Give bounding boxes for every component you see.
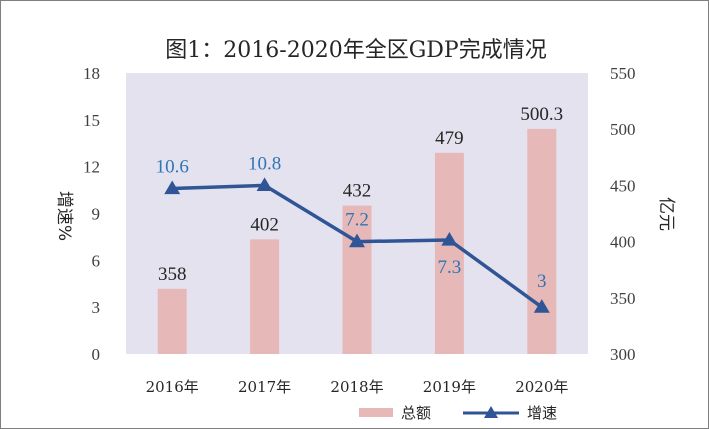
bar-label-1: 402: [250, 214, 279, 235]
legend-label-bar: 总额: [401, 404, 431, 422]
line-marker-4: [533, 299, 550, 313]
bar-2: [342, 205, 372, 354]
x-tick-4: 2020年: [515, 378, 568, 396]
bar-1: [250, 239, 280, 354]
line-marker-3: [441, 232, 458, 246]
x-tick-3: 2019年: [423, 378, 476, 396]
legend-label-line: 增速: [527, 404, 557, 422]
left-tick-6: 18: [83, 64, 100, 83]
line-label-2: 7.2: [345, 210, 369, 231]
line-marker-1: [256, 177, 273, 191]
right-axis-title: 亿元: [656, 197, 676, 231]
bar-3: [434, 152, 464, 354]
right-tick-3: 450: [610, 176, 636, 195]
bar-label-4: 500.3: [520, 104, 563, 125]
legend-swatch-bar: [359, 408, 393, 417]
line-label-0: 10.6: [156, 157, 189, 178]
right-tick-1: 350: [610, 289, 636, 308]
chart-title: 图1：2016-2020年全区GDP完成情况: [165, 38, 546, 63]
bar-4: [527, 128, 557, 354]
left-tick-3: 9: [92, 205, 101, 224]
line-marker-2: [349, 233, 365, 248]
x-tick-2: 2018年: [330, 378, 383, 396]
right-tick-2: 400: [610, 233, 636, 252]
left-tick-1: 3: [92, 298, 101, 317]
left-axis-title: 增速%: [54, 191, 74, 241]
bar-0: [157, 288, 187, 354]
x-tick-0: 2016年: [146, 378, 199, 396]
right-tick-0: 300: [610, 345, 636, 364]
line-marker-0: [164, 180, 181, 195]
line-label-3: 7.3: [438, 257, 462, 278]
bar-label-0: 358: [158, 264, 187, 285]
left-tick-2: 6: [92, 251, 101, 270]
left-tick-0: 0: [92, 345, 101, 364]
left-tick-4: 12: [83, 158, 100, 177]
line-label-4: 3: [537, 271, 547, 292]
right-tick-4: 500: [610, 120, 636, 139]
line-label-1: 10.8: [248, 153, 281, 174]
bar-label-3: 479: [435, 128, 464, 149]
legend-swatch-marker: [484, 406, 498, 418]
bar-label-2: 432: [343, 181, 372, 202]
left-tick-5: 15: [83, 111, 100, 130]
x-tick-1: 2017年: [238, 378, 291, 396]
right-tick-5: 550: [610, 64, 636, 83]
